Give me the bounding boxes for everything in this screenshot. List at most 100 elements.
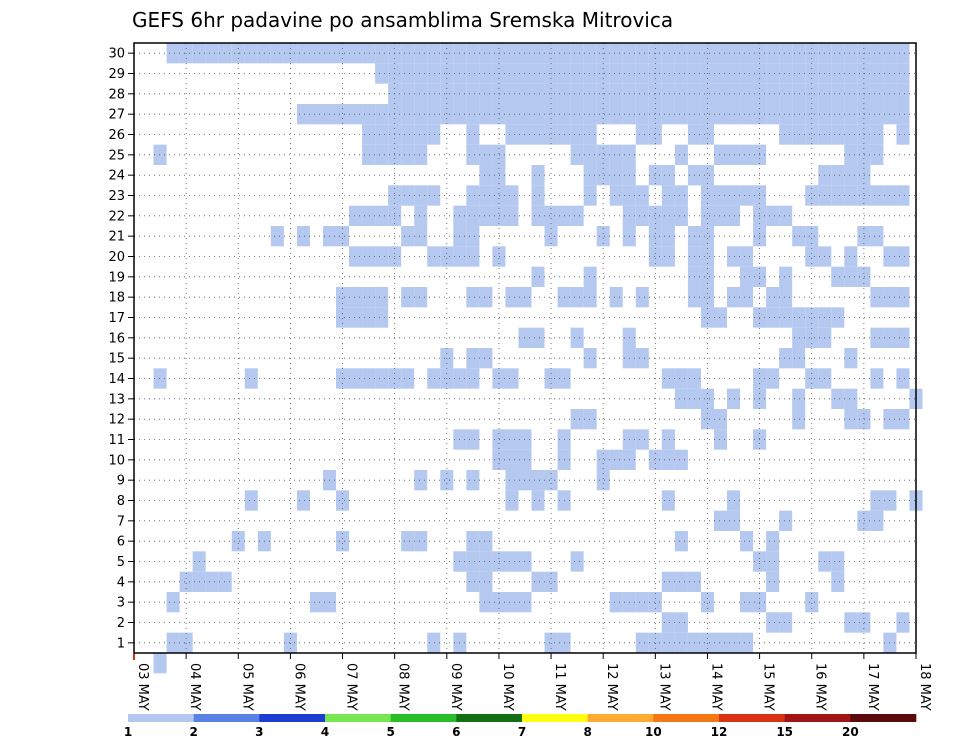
legend-label: 7 [518, 725, 526, 739]
heatmap-cell [648, 632, 662, 653]
y-tick-label: 15 [108, 352, 125, 367]
heatmap-cell [531, 83, 545, 104]
heatmap-cell [648, 205, 662, 226]
heatmap-cell [844, 246, 858, 267]
heatmap-cell [740, 185, 754, 206]
heatmap-cell [349, 246, 363, 267]
heatmap-cell [727, 63, 741, 84]
heatmap-cell [362, 205, 376, 226]
legend-color-swatch [522, 714, 588, 722]
heatmap-cell [427, 124, 441, 145]
y-tick-label: 24 [108, 169, 125, 184]
heatmap-cell [349, 307, 363, 328]
heatmap-cell [779, 510, 793, 531]
heatmap-cell [570, 551, 584, 572]
heatmap-cell [792, 83, 806, 104]
heatmap-cell [479, 551, 493, 572]
heatmap-cell [661, 165, 675, 186]
heatmap-cell [153, 144, 167, 165]
plot-frame [133, 42, 917, 654]
heatmap-cell [362, 287, 376, 308]
heatmap-cell [570, 287, 584, 308]
heatmap-cell [727, 144, 741, 165]
heatmap-cell [205, 43, 219, 64]
heatmap-cell [844, 266, 858, 287]
heatmap-cell [505, 368, 519, 389]
heatmap-cell [831, 63, 845, 84]
heatmap-cell [844, 83, 858, 104]
heatmap-cell [466, 531, 480, 552]
heatmap-cell [609, 185, 623, 206]
heatmap-cell [661, 104, 675, 125]
heatmap-cell [492, 104, 506, 125]
heatmap-cell [466, 83, 480, 104]
heatmap-cell [635, 592, 649, 613]
heatmap-cell [244, 43, 258, 64]
heatmap-cell [414, 205, 428, 226]
heatmap-cell [635, 124, 649, 145]
y-tick-label: 13 [108, 392, 125, 407]
heatmap-cell [596, 144, 610, 165]
heatmap-cell [792, 43, 806, 64]
heatmap-cell [205, 571, 219, 592]
heatmap-cell [479, 571, 493, 592]
heatmap-cell [779, 307, 793, 328]
heatmap-cell [570, 83, 584, 104]
heatmap-cell [870, 226, 884, 247]
heatmap-cell [296, 226, 310, 247]
heatmap-cell [713, 429, 728, 450]
heatmap-cell [844, 409, 858, 430]
heatmap-cell [727, 510, 741, 531]
heatmap-cell [713, 144, 728, 165]
heatmap-cell [505, 63, 519, 84]
x-tick-label: 05 MAY [239, 663, 254, 711]
legend-color-swatch [587, 714, 654, 722]
axis-start-marker [133, 654, 135, 660]
heatmap-cell [674, 83, 688, 104]
heatmap-cell [166, 592, 180, 613]
heatmap-cell [766, 368, 780, 389]
heatmap-cell [466, 551, 480, 572]
heatmap-cell [609, 104, 623, 125]
heatmap-cell [661, 43, 675, 64]
heatmap-cell [661, 490, 675, 511]
x-tick-label: 14 MAY [708, 663, 723, 711]
heatmap-cell [844, 43, 858, 64]
heatmap-cell [740, 592, 754, 613]
y-tick-label: 30 [108, 47, 125, 62]
y-tick-label: 8 [117, 494, 125, 509]
heatmap-cell [479, 287, 493, 308]
heatmap-cell [479, 185, 493, 206]
heatmap-cell [492, 205, 506, 226]
chart-title: GEFS 6hr padavine po ansamblima Sremska … [132, 8, 673, 32]
x-tick-label: 03 MAY [135, 663, 150, 711]
heatmap-cell [674, 144, 688, 165]
heatmap-cell [596, 104, 610, 125]
heatmap-cell [583, 83, 597, 104]
heatmap-cell [218, 571, 232, 592]
heatmap-cell [531, 490, 545, 511]
heatmap-cell [492, 185, 506, 206]
y-tick-label: 6 [117, 535, 125, 550]
heatmap-cell [309, 104, 323, 125]
y-tick-label: 3 [117, 596, 125, 611]
heatmap-cell [401, 43, 415, 64]
y-tick-label: 2 [117, 616, 125, 631]
heatmap-cell [844, 144, 858, 165]
heatmap-cell [635, 185, 649, 206]
heatmap-cell [179, 571, 193, 592]
heatmap-cell [609, 165, 623, 186]
heatmap-cell [362, 368, 376, 389]
heatmap-cell [831, 104, 845, 125]
heatmap-cell [635, 348, 649, 369]
y-tick-label: 19 [108, 270, 125, 285]
heatmap-cell [596, 226, 610, 247]
heatmap-cell [766, 43, 780, 64]
legend-color-swatch [653, 714, 720, 722]
heatmap-cell [309, 592, 323, 613]
legend-label: 5 [386, 725, 394, 739]
heatmap-cell [805, 104, 819, 125]
y-tick-label: 28 [108, 87, 125, 102]
x-tick-label: 13 MAY [656, 663, 671, 711]
